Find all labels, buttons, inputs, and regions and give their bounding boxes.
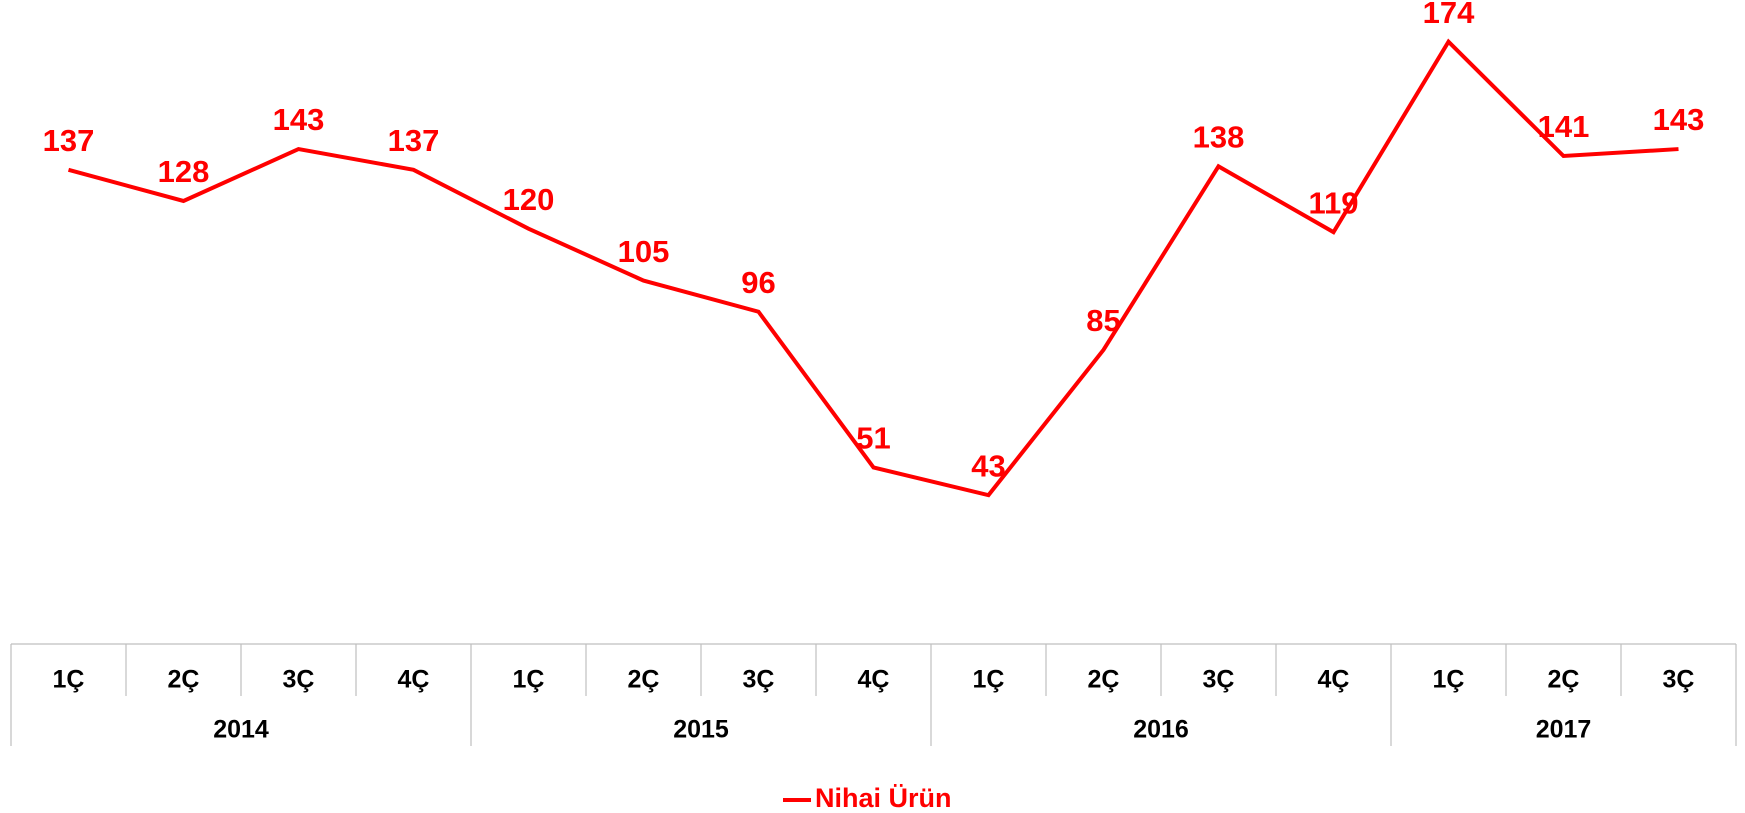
x-tick-label: 1Ç bbox=[1433, 666, 1465, 694]
data-label: 141 bbox=[1538, 109, 1590, 144]
group-label: 2015 bbox=[673, 716, 729, 744]
x-tick-label: 4Ç bbox=[398, 666, 430, 694]
line bbox=[67, 38, 1679, 498]
data-label: 137 bbox=[43, 123, 95, 158]
group-label: 2016 bbox=[1133, 716, 1189, 744]
data-label: 85 bbox=[1086, 303, 1120, 338]
x-tick-label: 2Ç bbox=[1088, 666, 1120, 694]
data-label: 119 bbox=[1308, 185, 1358, 220]
data-label: 120 bbox=[503, 182, 555, 217]
data-label: 143 bbox=[273, 102, 325, 137]
x-tick-label: 3Ç bbox=[1203, 666, 1235, 694]
x-tick-label: 3Ç bbox=[283, 666, 315, 694]
data-label: 105 bbox=[618, 234, 670, 269]
x-tick-label: 2Ç bbox=[168, 666, 200, 694]
x-tick-label: 2Ç bbox=[628, 666, 660, 694]
data-label: 143 bbox=[1653, 102, 1705, 137]
data-label: 128 bbox=[158, 154, 210, 189]
group-label: 2017 bbox=[1536, 716, 1592, 744]
x-tick-label: 2Ç bbox=[1548, 666, 1580, 694]
data-label: 137 bbox=[388, 123, 440, 158]
x-tick-label: 3Ç bbox=[743, 666, 775, 694]
x-tick-label: 1Ç bbox=[513, 666, 545, 694]
x-tick-label: 1Ç bbox=[973, 666, 1005, 694]
data-label: 51 bbox=[856, 421, 890, 456]
data-label: 174 bbox=[1423, 0, 1475, 30]
x-tick-label: 3Ç bbox=[1663, 666, 1695, 694]
x-tick-label: 4Ç bbox=[858, 666, 890, 694]
x-tick-label: 4Ç bbox=[1318, 666, 1350, 694]
data-label: 43 bbox=[971, 448, 1005, 483]
x-tick-label: 1Ç bbox=[53, 666, 85, 694]
legend-label: Nihai Ürün bbox=[815, 783, 952, 813]
group-label: 2014 bbox=[213, 716, 269, 744]
data-label: 96 bbox=[741, 265, 775, 300]
data-label: 138 bbox=[1193, 120, 1245, 155]
